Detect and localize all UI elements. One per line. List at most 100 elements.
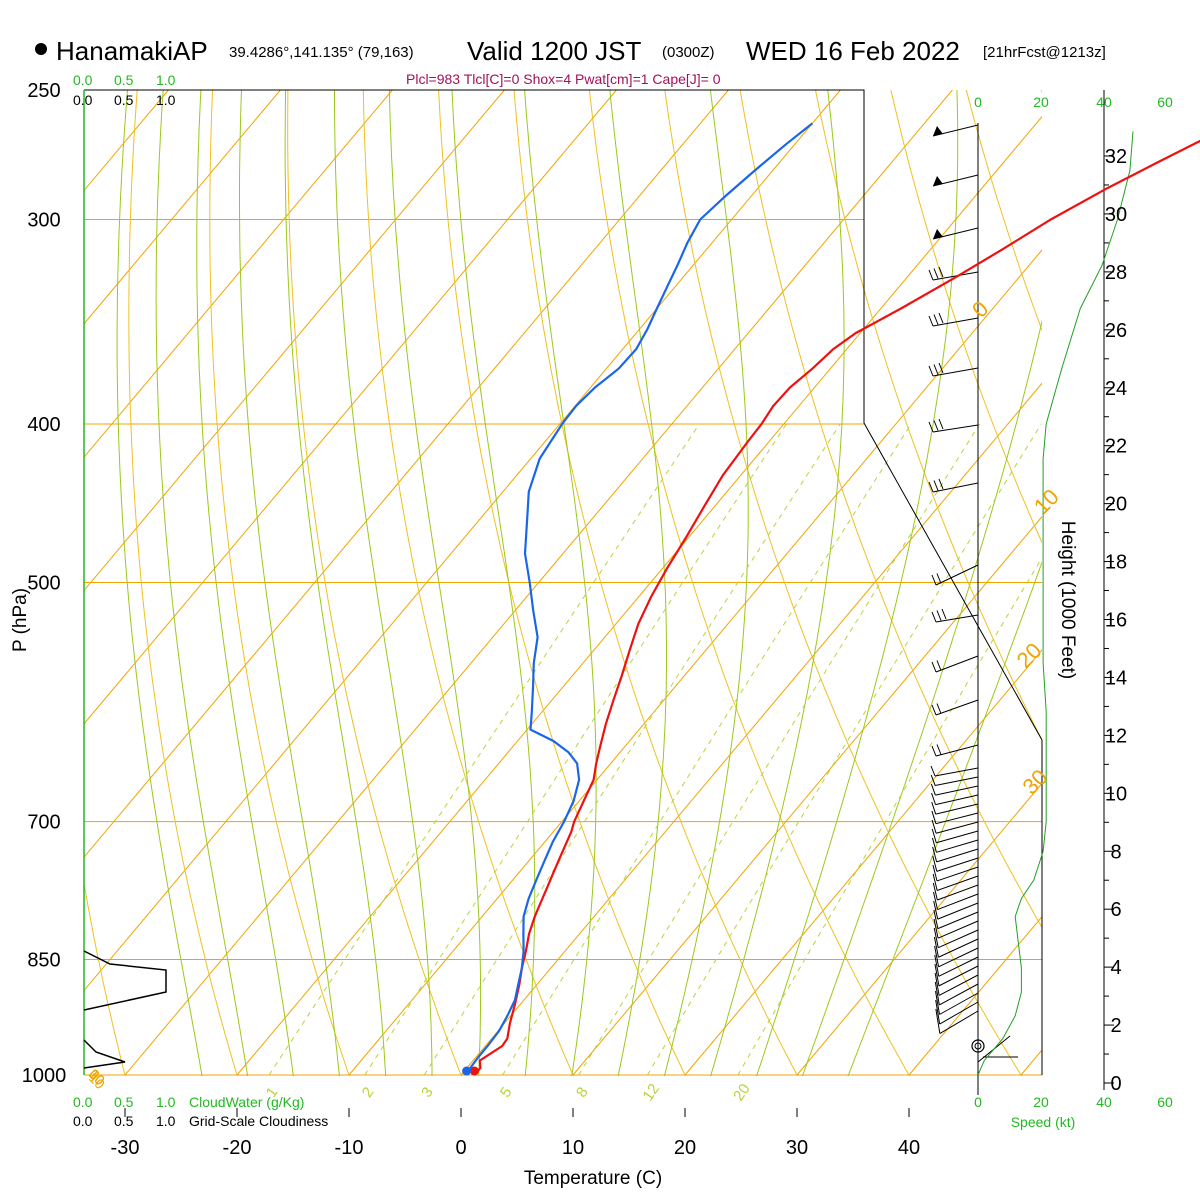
wind-barb-feather — [928, 269, 934, 281]
temperature-tick-label: 40 — [898, 1137, 920, 1159]
dry-adiabat-line — [1182, 61, 1200, 1110]
wind-barb-feather — [932, 846, 938, 862]
isotherm-line — [84, 90, 841, 992]
valid-utc: (0300Z) — [662, 44, 715, 61]
mixing-ratio-line — [423, 423, 841, 1076]
wind-barb-feather — [931, 704, 937, 716]
wind-barb — [935, 812, 979, 825]
wind-barb-feather — [931, 819, 937, 834]
speed-scale-top-0: 0 — [974, 94, 982, 110]
wind-barb-feather — [935, 990, 940, 1015]
wind-barb — [935, 655, 979, 673]
wind-barb-feather — [936, 744, 942, 755]
wind-barb-feather — [931, 837, 937, 853]
dry-adiabat-line — [287, 90, 462, 1076]
isotherm-line — [84, 90, 393, 458]
wind-barb-feather — [933, 900, 939, 920]
dry-adiabat-line — [209, 90, 350, 1076]
pressure-gridlines — [84, 89, 1042, 1076]
moist-adiabat-line — [710, 90, 845, 1076]
dry-adiabat-line — [890, 90, 1042, 544]
wind-barb-feather — [936, 610, 942, 621]
isotherm-line — [84, 90, 505, 592]
wind-barb-feather — [938, 266, 944, 278]
wind-barb — [936, 830, 979, 844]
wind-barb-feather — [934, 945, 940, 967]
temperature-tick-label: 0 — [455, 1137, 466, 1159]
mixing-ratio-label: 3 — [418, 1084, 437, 1101]
calm-wind-icon — [974, 1042, 982, 1050]
temperature-tick-label: -30 — [111, 1137, 140, 1159]
isotherm-label-right: 30 — [1017, 764, 1052, 799]
isotherm-line — [84, 90, 281, 325]
wind-barb-feather — [935, 1008, 941, 1034]
speed-scale-top-2: 40 — [1096, 94, 1112, 110]
wind-barb — [932, 317, 979, 327]
dry-adiabat-line — [0, 61, 21, 1110]
height-tick-label: 4 — [1110, 957, 1121, 979]
valid-date: WED 16 Feb 2022 — [746, 36, 960, 66]
pressure-tick-label: 300 — [27, 210, 60, 232]
pressure-tick-label: 1000 — [22, 1065, 67, 1087]
cloudwater-scale-bottom-0: 0.0 — [73, 1094, 93, 1110]
mixing-ratio-label: 20 — [730, 1081, 753, 1104]
temperature-line — [473, 139, 1200, 1076]
isotherm-line — [84, 90, 729, 858]
wind-barb-feather — [935, 999, 941, 1025]
wind-barb-feather — [933, 927, 939, 948]
moist-adiabat-line — [116, 90, 203, 1076]
wind-barb — [935, 614, 979, 623]
wind-barb — [936, 848, 979, 863]
wind-barb — [936, 866, 979, 882]
moist-adiabat-line — [609, 90, 667, 1076]
temperature-tick-label: 10 — [562, 1137, 584, 1159]
moist-adiabat-line — [663, 90, 749, 1076]
wind-barb-feather — [941, 608, 947, 620]
wind-barb — [938, 938, 979, 958]
cloudiness-profile — [83, 950, 167, 1011]
pressure-tick-label: 500 — [27, 573, 60, 595]
height-tick-label: 10 — [1105, 783, 1127, 805]
wind-barb-feather — [930, 783, 936, 796]
wind-barb — [977, 1035, 1018, 1063]
wind-barb — [935, 803, 979, 815]
height-tick-label: 20 — [1105, 494, 1127, 516]
wind-barb-feather — [931, 745, 937, 757]
wind-barb — [932, 271, 979, 281]
moist-adiabat-line — [801, 319, 1042, 1076]
dry-adiabat-line — [128, 90, 238, 1076]
cloudiness-scale-bottom-2: 1.0 — [156, 1113, 176, 1129]
wind-barb — [937, 884, 979, 901]
height-tick-label: 16 — [1105, 610, 1127, 632]
isotherm-label-right: 0 — [967, 296, 993, 322]
valid-time: Valid 1200 JST — [467, 36, 642, 66]
wind-barb-feather — [928, 421, 934, 433]
wind-barb-feather — [931, 792, 937, 805]
pressure-tick-label: 250 — [27, 80, 60, 102]
wind-barb — [938, 947, 979, 968]
speed-scale-bottom-2: 40 — [1096, 1094, 1112, 1110]
height-tick-label: 8 — [1110, 841, 1121, 863]
wind-barb — [936, 839, 979, 853]
wind-barb-feather — [933, 909, 939, 929]
isotherm-line — [236, 115, 1042, 1076]
mixing-ratio-line — [646, 423, 1042, 1076]
isotherm-line — [84, 90, 617, 725]
wind-barb-pennant — [933, 176, 943, 186]
wind-barb — [935, 744, 979, 757]
wind-barb-feather — [932, 864, 938, 882]
plot-frame — [84, 89, 1043, 1075]
height-tick-label: 24 — [1105, 378, 1127, 400]
mixing-ratio-line — [737, 556, 1042, 1076]
wind-barb — [935, 785, 979, 796]
sounding-series — [462, 122, 1200, 1076]
parcel-info: Plcl=983 Tlcl[C]=0 Shox=4 Pwat[cm]=1 Cap… — [406, 71, 721, 87]
isotherm-label-right: 20 — [1012, 638, 1047, 673]
axis-labels: 1 2 3 5 8 12 203020100102030010203025030040050… — [22, 80, 1127, 1159]
wind-barb-feather — [934, 981, 940, 1006]
wind-barb — [935, 699, 979, 716]
wind-barb-feather — [934, 972, 940, 996]
wind-barb — [937, 911, 979, 930]
pressure-tick-label: 400 — [27, 414, 60, 436]
